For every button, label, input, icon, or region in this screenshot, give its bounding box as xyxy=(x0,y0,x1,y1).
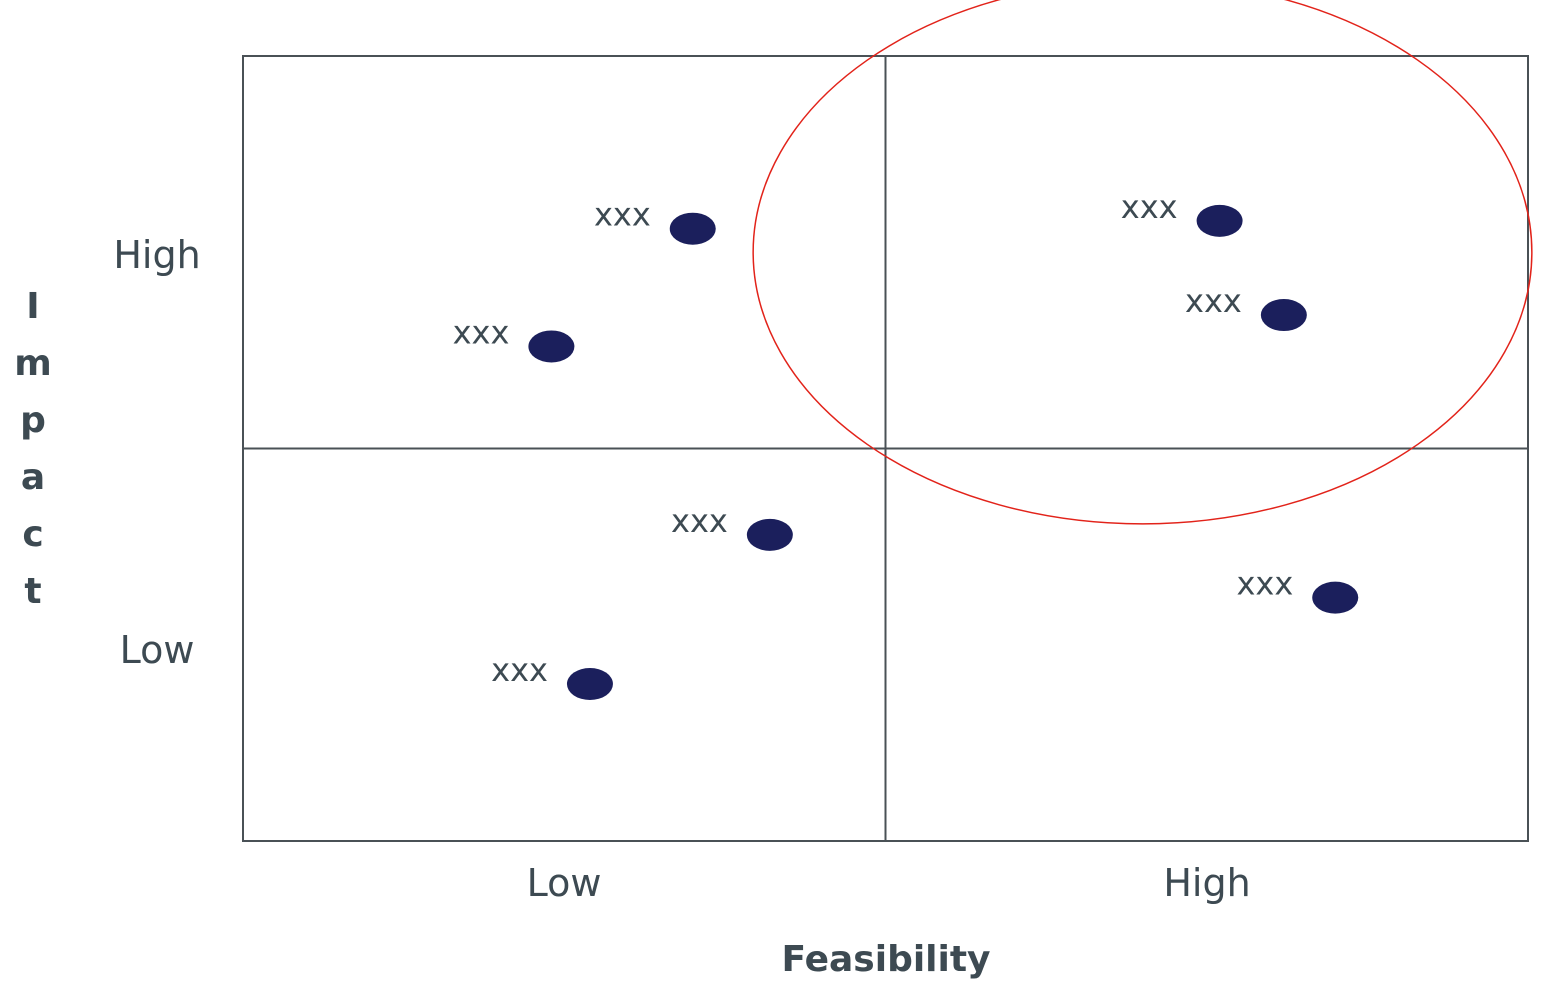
y-axis-title-letter: I xyxy=(26,286,39,327)
x-tick-low: Low xyxy=(527,861,602,905)
y-tick-low: Low xyxy=(120,628,195,672)
point-label: xxx xyxy=(1236,565,1293,603)
y-axis-title-letter: m xyxy=(14,343,52,384)
point-label: xxx xyxy=(671,502,728,540)
y-tick-high: High xyxy=(113,233,200,277)
point-label: xxx xyxy=(1121,188,1178,226)
highlight-ellipse xyxy=(752,0,1533,525)
x-axis-title: Feasibility xyxy=(781,939,990,980)
y-axis-title-letter: p xyxy=(20,400,46,441)
data-point xyxy=(528,330,575,363)
points-layer: xxx xxx xxx xxx xxx xxx xxx xyxy=(453,188,1359,700)
y-axis-title-letter: t xyxy=(24,571,41,612)
data-point xyxy=(746,518,793,551)
x-tick-high: High xyxy=(1163,861,1250,905)
point-label: xxx xyxy=(1185,282,1242,320)
data-point xyxy=(669,212,716,245)
point-label: xxx xyxy=(594,196,651,234)
y-axis-title-letter: a xyxy=(21,457,45,498)
point-label: xxx xyxy=(453,313,510,351)
point-label: xxx xyxy=(491,651,548,689)
y-axis-title-letter: c xyxy=(22,514,43,555)
data-point xyxy=(1196,204,1243,237)
data-point xyxy=(1260,299,1307,332)
data-point xyxy=(1312,581,1359,614)
data-point xyxy=(566,668,613,700)
